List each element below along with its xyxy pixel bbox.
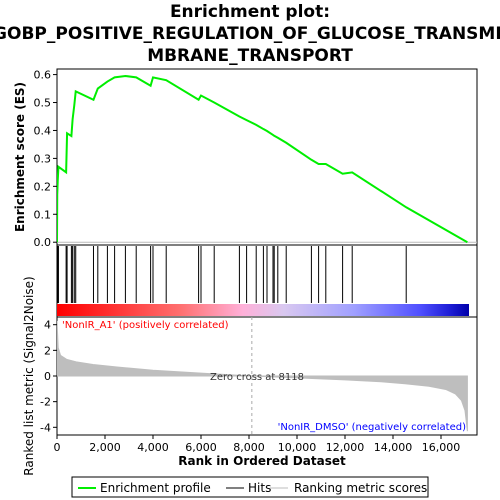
es-y-tick-label: 0.6: [34, 69, 52, 82]
es-panel: [56, 68, 478, 246]
ranking-metric-area: [57, 320, 468, 432]
metric-y-tick-label: 2: [44, 344, 51, 357]
x-tick-label: 2,000: [89, 441, 121, 454]
metric-layer: [57, 317, 468, 435]
metric-y-tick-label: -2: [40, 396, 51, 409]
x-axis: 0 2,000 4,000 6,000 8,000 10,000 12,000 14,000 1…: [54, 435, 461, 454]
es-y-axis-label: Enrichment score (ES): [13, 82, 27, 232]
positive-correlation-label: 'NonIR_A1' (positively correlated): [62, 320, 229, 331]
hits-layer: [56, 246, 407, 303]
metric-y-tick-label: 4: [44, 319, 51, 332]
x-tick-label: 4,000: [137, 441, 169, 454]
x-tick-label: 16,000: [422, 441, 461, 454]
x-tick-label: 12,000: [326, 441, 365, 454]
legend: Enrichment profile Hits Ranking metric s…: [71, 476, 429, 498]
x-tick-label: 10,000: [278, 441, 317, 454]
legend-hits-label: Hits: [248, 481, 271, 495]
rank-color-bar: [57, 304, 469, 316]
es-y-tick-label: 0.5: [34, 97, 52, 110]
x-axis-label: Rank in Ordered Dataset: [178, 454, 346, 468]
x-tick-label: 8,000: [233, 441, 265, 454]
negative-correlation-label: 'NonIR_DMSO' (negatively correlated): [278, 422, 466, 433]
x-tick-label: 14,000: [374, 441, 413, 454]
legend-metric-label: Ranking metric scores: [294, 481, 427, 495]
zero-cross-label: Zero cross at 8118: [210, 372, 304, 383]
chart-title-line2: GOBP_POSITIVE_REGULATION_OF_GLUCOSE_TRAN…: [0, 24, 500, 44]
metric-axis: 4 2 0 -2 -4: [40, 319, 57, 434]
legend-box: [71, 476, 429, 498]
es-profile-line: [57, 74, 468, 244]
x-tick-label: 6,000: [185, 441, 217, 454]
x-tick-label: 0: [54, 441, 61, 454]
es-y-tick-label: 0.0: [34, 236, 52, 249]
es-profile-layer: [57, 74, 468, 244]
chart-title-line3: MBRANE_TRANSPORT: [147, 46, 353, 66]
es-y-tick-label: 0.3: [34, 152, 52, 165]
es-axis: 0.0 0.1 0.2 0.3 0.4 0.5 0.6: [34, 69, 477, 249]
es-y-tick-label: 0.2: [34, 180, 52, 193]
es-y-tick-label: 0.4: [34, 124, 52, 137]
metric-y-tick-label: -4: [40, 421, 51, 434]
metric-y-tick-label: 0: [44, 370, 51, 383]
es-y-tick-label: 0.1: [34, 208, 52, 221]
legend-es-label: Enrichment profile: [100, 481, 211, 495]
chart-title-line1: Enrichment plot:: [170, 2, 330, 22]
metric-y-axis-label: Ranked list metric (Signal2Noise): [22, 276, 36, 475]
